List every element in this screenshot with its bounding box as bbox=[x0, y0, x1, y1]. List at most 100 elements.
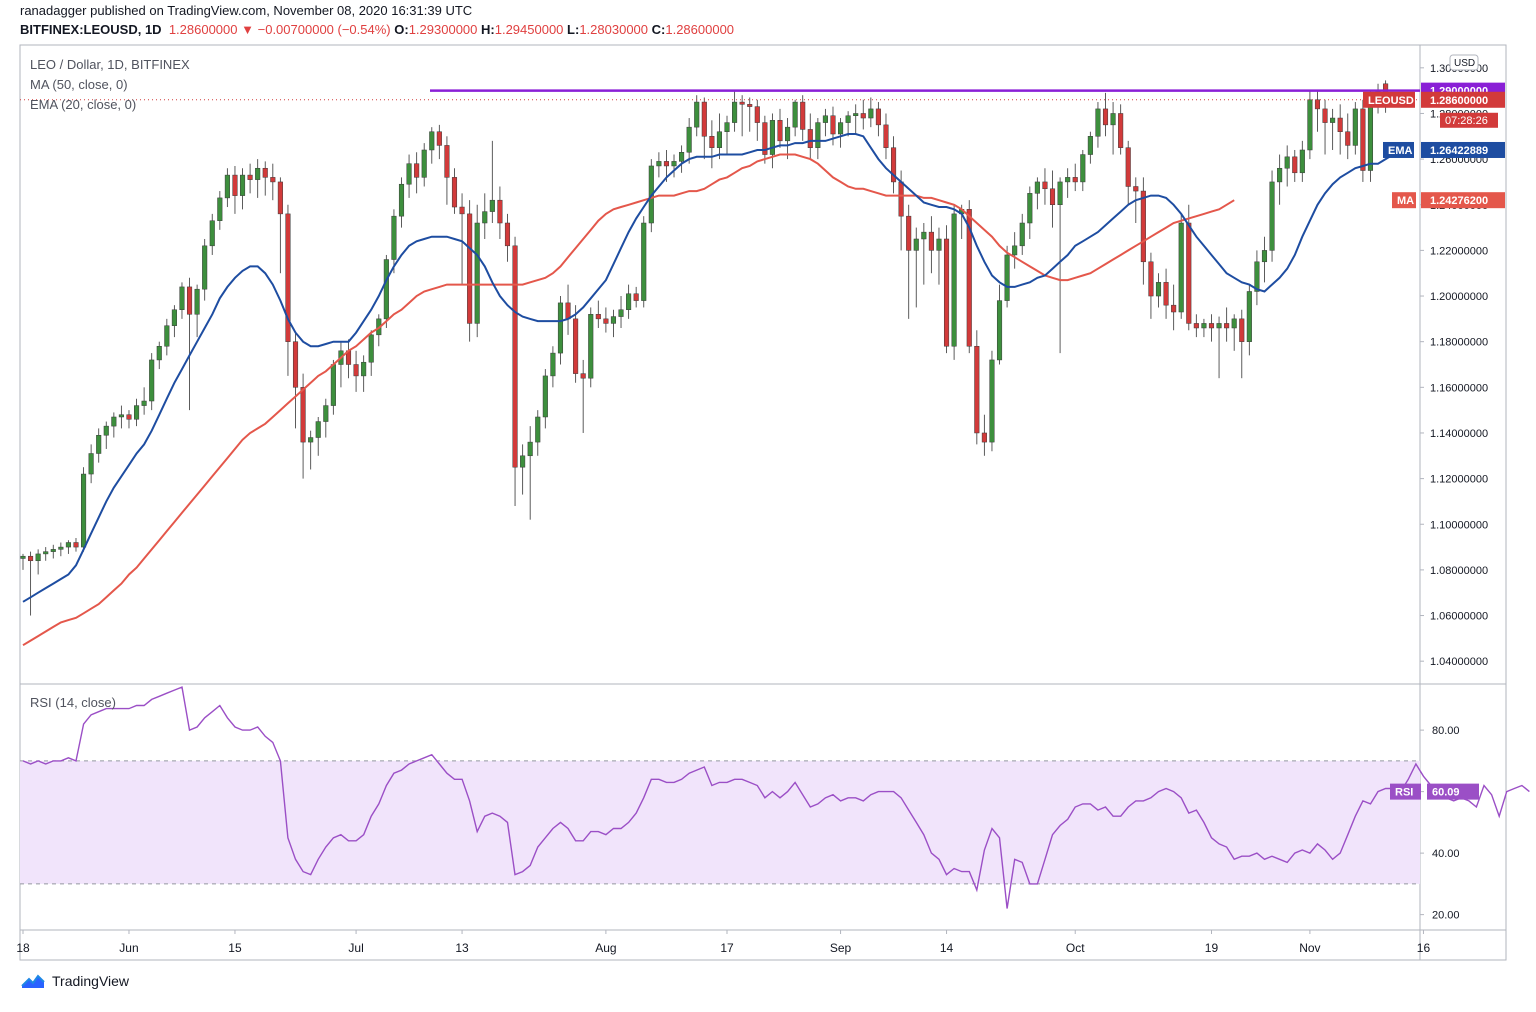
candle-up bbox=[527, 441, 533, 457]
candle-up bbox=[383, 259, 389, 320]
rsi-tag: RSI bbox=[1395, 787, 1413, 799]
candle-up bbox=[853, 113, 859, 116]
price-tick-label: 1.08000000 bbox=[1430, 565, 1488, 577]
time-tick-label: 15 bbox=[228, 941, 242, 955]
rsi-tag-bg bbox=[1390, 783, 1421, 800]
legend-ma: MA (50, close, 0) bbox=[30, 77, 128, 92]
candle-up bbox=[1178, 222, 1184, 313]
candle-up bbox=[1269, 181, 1275, 251]
ema-value-label-bg bbox=[1421, 141, 1505, 158]
candle-down bbox=[800, 101, 806, 130]
candle-up bbox=[996, 300, 1003, 361]
candle-down bbox=[762, 122, 768, 155]
candle-down bbox=[292, 341, 299, 388]
candle-up bbox=[118, 414, 124, 418]
candle-up bbox=[792, 101, 798, 128]
candle-up bbox=[65, 542, 71, 548]
candle-up bbox=[323, 405, 329, 422]
candle-down bbox=[497, 199, 503, 224]
candle-up bbox=[111, 416, 117, 427]
candle-up bbox=[822, 115, 828, 123]
time-tick-label: 14 bbox=[940, 941, 954, 955]
candle-up bbox=[785, 126, 791, 142]
candle-up bbox=[171, 309, 177, 326]
candle-up bbox=[474, 222, 480, 324]
down-arrow-icon: ▼ bbox=[241, 22, 254, 37]
candle-down bbox=[1337, 117, 1343, 132]
candle-down bbox=[186, 286, 193, 315]
candle-up bbox=[815, 122, 821, 148]
candle-up bbox=[716, 131, 722, 148]
candle-down bbox=[459, 206, 465, 215]
candle-down bbox=[747, 104, 753, 107]
candle-up bbox=[610, 316, 617, 324]
currency-badge[interactable] bbox=[1449, 54, 1479, 71]
candle-up bbox=[179, 286, 185, 310]
candle-up bbox=[156, 345, 162, 361]
rsi-tick-label: 20.00 bbox=[1432, 910, 1460, 922]
candle-up bbox=[50, 549, 56, 552]
candle-down bbox=[807, 129, 813, 148]
candle-down bbox=[262, 167, 268, 178]
candle-up bbox=[641, 222, 647, 301]
candle-up bbox=[209, 220, 215, 247]
candle-up bbox=[921, 231, 927, 240]
time-tick-label: Jun bbox=[119, 941, 138, 955]
candle-up bbox=[361, 361, 367, 377]
candle-up bbox=[913, 238, 919, 251]
legend-ema: EMA (20, close, 0) bbox=[30, 97, 136, 112]
candle-up bbox=[1352, 108, 1358, 146]
candle-down bbox=[1125, 147, 1131, 187]
candle-up bbox=[1330, 117, 1336, 123]
time-tick-label: Jul bbox=[348, 941, 363, 955]
candle-down bbox=[1345, 131, 1351, 146]
candle-down bbox=[595, 314, 601, 320]
candle-up bbox=[618, 309, 624, 317]
candle-down bbox=[580, 373, 586, 379]
high-label: H: bbox=[481, 22, 495, 37]
candle-up bbox=[429, 131, 435, 151]
candle-down bbox=[1163, 282, 1169, 306]
candle-up bbox=[1019, 222, 1025, 247]
candle-down bbox=[830, 115, 836, 135]
symbol-tag: LEOUSD bbox=[1368, 95, 1414, 107]
candle-up bbox=[20, 555, 26, 559]
ma50-line bbox=[22, 153, 1235, 647]
candle-up bbox=[482, 211, 488, 224]
candle-up bbox=[1284, 156, 1290, 169]
candle-up bbox=[224, 174, 230, 199]
candle-down bbox=[966, 209, 972, 347]
candle-down bbox=[73, 542, 79, 548]
ema-tag-bg bbox=[1383, 141, 1414, 158]
candle-up bbox=[951, 213, 957, 347]
price-tick-label: 1.22000000 bbox=[1430, 245, 1488, 257]
candle-up bbox=[1065, 177, 1071, 183]
candle-down bbox=[928, 231, 934, 251]
candle-up bbox=[1216, 323, 1222, 329]
close-label: C: bbox=[651, 22, 666, 37]
rsi-band bbox=[20, 760, 1420, 884]
candle-up bbox=[626, 293, 632, 310]
candle-down bbox=[1049, 188, 1056, 205]
candle-down bbox=[663, 161, 670, 167]
candle-up bbox=[671, 161, 677, 167]
candle-up bbox=[845, 115, 851, 123]
candle-up bbox=[1027, 193, 1033, 224]
candle-up bbox=[1277, 167, 1283, 183]
candle-up bbox=[769, 120, 775, 155]
tradingview-footer[interactable]: TradingView bbox=[20, 972, 129, 990]
rsi-value-label: 60.09 bbox=[1432, 787, 1460, 799]
candle-down bbox=[512, 245, 518, 468]
candle-down bbox=[414, 163, 420, 178]
candle-down bbox=[247, 174, 253, 180]
change-value: −0.00700000 (−0.54%) bbox=[257, 22, 391, 37]
candle-up bbox=[330, 364, 336, 406]
candle-up bbox=[391, 215, 397, 260]
candle-up bbox=[686, 126, 692, 153]
candle-down bbox=[353, 364, 359, 377]
candle-down bbox=[436, 131, 442, 146]
last-price-label-bg bbox=[1421, 91, 1505, 108]
candle-down bbox=[1208, 323, 1215, 329]
candle-down bbox=[875, 108, 881, 126]
